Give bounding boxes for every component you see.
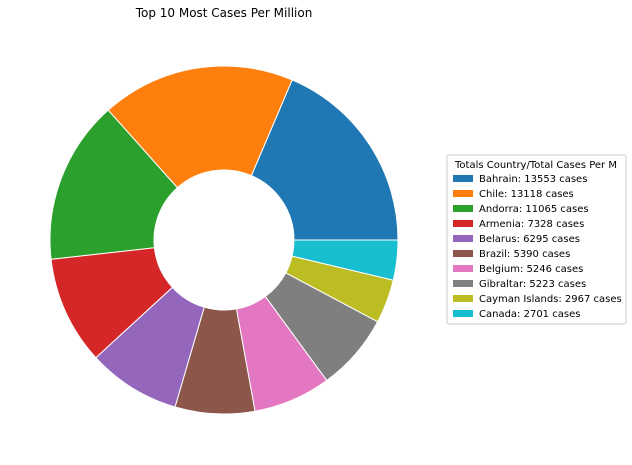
legend-label-gibraltar: Gibraltar: 5223 cases [479,279,586,290]
legend: Totals Country/Total Cases Per M Bahrain… [446,154,627,325]
slice-canada [291,239,399,281]
chart-title: Top 10 Most Cases Per Million [135,6,313,20]
legend-label-brazil: Brazil: 5390 cases [479,249,570,260]
slice-bahrain [250,79,399,241]
legend-swatch-cayman-islands [453,295,473,302]
legend-swatch-belgium [453,265,473,272]
legend-label-belarus: Belarus: 6295 cases [479,234,580,245]
legend-label-armenia: Armenia: 7328 cases [479,219,584,230]
legend-swatch-andorra [453,205,473,212]
legend-label-bahrain: Bahrain: 13553 cases [479,174,587,185]
legend-swatch-armenia [453,220,473,227]
legend-items: Bahrain: 13553 cases Chile: 13118 cases An… [453,174,622,320]
legend-swatch-belarus [453,235,473,242]
legend-label-cayman-islands: Cayman Islands: 2967 cases [479,294,622,305]
legend-label-belgium: Belgium: 5246 cases [479,264,583,275]
legend-label-chile: Chile: 13118 cases [479,189,574,200]
legend-swatch-canada [453,310,473,317]
legend-swatch-bahrain [453,175,473,182]
legend-label-canada: Canada: 2701 cases [479,309,580,320]
donut-slices [49,65,399,415]
legend-swatch-gibraltar [453,280,473,287]
legend-frame [446,154,627,325]
legend-label-andorra: Andorra: 11065 cases [479,204,589,215]
legend-title: Totals Country/Total Cases Per M [454,160,617,171]
legend-swatch-chile [453,190,473,197]
slice-andorra [49,109,179,260]
slice-chile [107,65,293,189]
legend-swatch-brazil [453,250,473,257]
